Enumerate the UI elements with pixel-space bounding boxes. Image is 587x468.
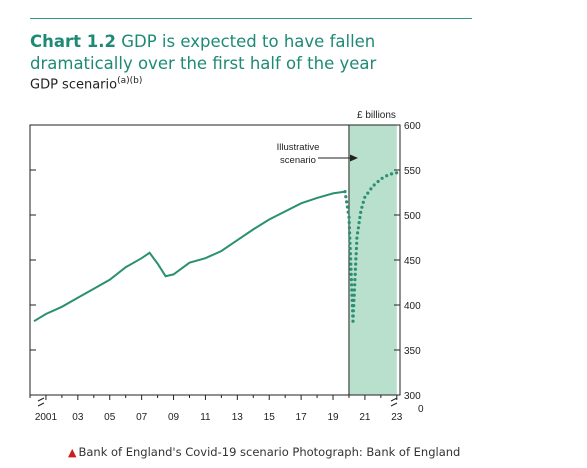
scenario-dot [349, 262, 353, 266]
x-tick-label: 09 [168, 412, 180, 423]
chart-title-text: GDP is expected to have fallen dramatica… [30, 32, 377, 73]
scenario-dot [345, 200, 349, 204]
x-tick-label: 19 [327, 412, 339, 423]
scenario-dot [360, 205, 364, 209]
scenario-dot [344, 195, 348, 199]
gdp-actual-line [33, 190, 346, 323]
y-tick-label: 550 [404, 166, 421, 177]
scenario-dot [348, 231, 352, 235]
plot-frame [29, 124, 401, 396]
scenario-dot [356, 226, 360, 230]
scenario-dot [389, 172, 394, 176]
scenario-dot [349, 267, 353, 271]
scenario-dot [343, 190, 347, 194]
x-tick-label: 03 [72, 412, 84, 423]
scenario-dot [348, 246, 352, 251]
caption-text: Bank of England's Covid-19 scenario Phot… [78, 445, 461, 459]
scenario-dot [349, 278, 353, 282]
photo-caption: ▲ Bank of England's Covid-19 scenario Pho… [68, 445, 460, 459]
x-tick-label: 21 [359, 412, 371, 423]
scenario-dot [350, 283, 354, 287]
chart-title: Chart 1.2 GDP is expected to have fallen… [30, 31, 480, 75]
x-tick-label: 2001 [35, 412, 58, 423]
x-tick-label: 15 [264, 412, 276, 423]
scenario-dot [359, 210, 363, 214]
scenario-dot [369, 187, 373, 191]
scenario-dot [357, 221, 361, 225]
y-tick-label: 300 [404, 391, 421, 402]
scenario-dot [348, 252, 352, 256]
scenario-dot [350, 288, 354, 292]
annotation-text-line-2: scenario [280, 155, 316, 166]
scenario-dot [376, 179, 380, 184]
scenario-dot [353, 267, 357, 271]
unit-label: £ billions [357, 110, 396, 121]
gdp-scenario-dotted-line [343, 171, 399, 323]
scenario-dot [350, 293, 354, 297]
scenario-dot [385, 174, 389, 178]
scenario-dot [347, 226, 351, 230]
scenario-dot [354, 257, 358, 261]
scenario-dot [353, 278, 357, 282]
scenario-dot [363, 195, 367, 199]
scenario-dot [352, 304, 356, 308]
x-tick-label: 11 [200, 412, 211, 423]
top-rule [30, 18, 472, 19]
y-tick-label: 350 [404, 346, 421, 357]
x-tick-label: 05 [104, 412, 116, 423]
scenario-dot [351, 309, 355, 313]
scenario-dot [361, 200, 365, 204]
scenario-dot [352, 288, 356, 292]
scenario-dot [354, 262, 358, 266]
x-tick-label: 17 [296, 412, 308, 423]
scenario-dot [356, 231, 360, 235]
y-tick-label: 450 [404, 256, 421, 267]
y-tick-label: 600 [404, 121, 421, 132]
scenario-dot [348, 241, 352, 245]
axis-break-mark [390, 397, 398, 407]
scenario-dot [349, 272, 353, 276]
caption-triangle-icon: ▲ [68, 446, 77, 459]
axis-break-marks [37, 397, 398, 407]
scenario-dot [358, 215, 362, 220]
annotation-text-line-1: Illustrative [277, 142, 320, 153]
scenario-dot [347, 215, 351, 219]
scenario-dot [366, 191, 370, 195]
scenario-dot [352, 293, 356, 297]
x-tick-label: 07 [136, 412, 148, 423]
chart-subtitle-text: GDP scenario [30, 77, 118, 93]
chart-number: Chart 1.2 [30, 32, 116, 51]
y-axis-ticks: 600 550 500 450 400 350 300 0 [30, 121, 424, 415]
scenario-dot [345, 205, 349, 209]
scenario-dot [351, 319, 355, 323]
scenario-dot [355, 236, 359, 240]
scenario-dot [354, 252, 358, 256]
y-zero-label: 0 [418, 404, 424, 415]
scenario-dot [372, 183, 376, 187]
y-tick-label: 500 [404, 211, 421, 222]
scenario-dot [351, 314, 355, 318]
scenario-dot [348, 236, 352, 240]
scenario-dot [352, 298, 356, 302]
x-tick-label: 13 [232, 412, 244, 423]
axis-break-mark [37, 397, 45, 407]
scenario-dot [353, 283, 357, 287]
scenario-dot [346, 210, 350, 214]
chart-subtitle: GDP scenario(a)(b) [30, 76, 142, 92]
subtitle-notes: (a)(b) [117, 76, 143, 86]
x-axis-ticks: 2001 03 05 07 09 11 13 15 17 19 21 23 [29, 395, 403, 423]
scenario-dot [349, 257, 353, 261]
scenario-dot [354, 246, 358, 251]
annotation-arrowhead [350, 154, 358, 162]
y-tick-label: 400 [404, 301, 421, 312]
illustrative-scenario-annotation: Illustrative scenario [277, 142, 358, 166]
scenario-dot [347, 220, 351, 225]
x-tick-label: 23 [391, 412, 403, 423]
scenario-dot [353, 272, 357, 276]
scenario-dot [395, 171, 399, 175]
scenario-dot [355, 241, 359, 245]
scenario-dot [380, 176, 384, 180]
